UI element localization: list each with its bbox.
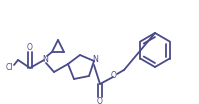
Text: O: O bbox=[27, 43, 33, 53]
Text: N: N bbox=[42, 54, 48, 64]
Text: O: O bbox=[111, 72, 117, 80]
Text: O: O bbox=[97, 97, 103, 104]
Text: N: N bbox=[92, 56, 98, 64]
Text: Cl: Cl bbox=[5, 64, 13, 72]
